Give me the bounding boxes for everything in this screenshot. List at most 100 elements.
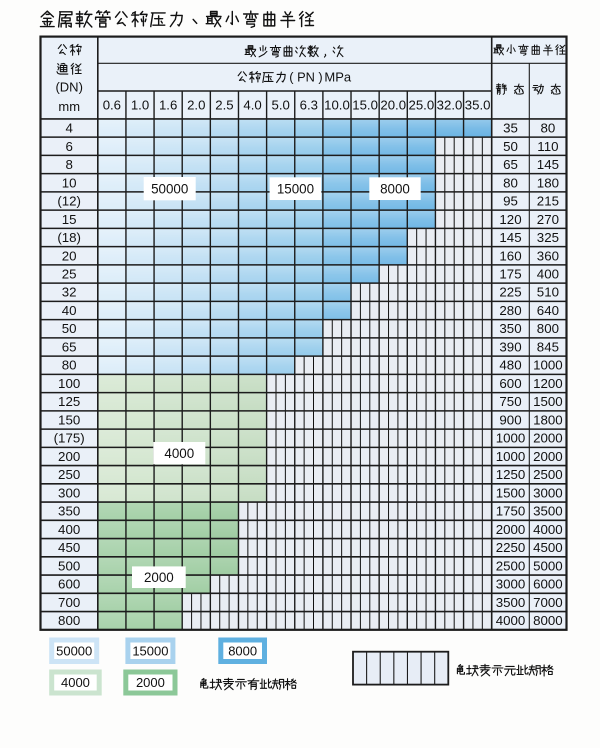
svg-text:4000: 4000 <box>61 675 90 690</box>
svg-text:270: 270 <box>537 212 559 227</box>
svg-text:1.0: 1.0 <box>131 98 149 113</box>
svg-text:325: 325 <box>537 230 559 245</box>
svg-text:10.0: 10.0 <box>324 98 350 113</box>
svg-text:65: 65 <box>62 339 77 354</box>
svg-text:2000: 2000 <box>496 522 526 537</box>
svg-text:145: 145 <box>537 157 559 172</box>
svg-text:145: 145 <box>499 230 521 245</box>
svg-text:3000: 3000 <box>496 577 526 592</box>
svg-text:20: 20 <box>62 248 77 263</box>
svg-text:10: 10 <box>62 175 77 190</box>
svg-text:125: 125 <box>58 394 80 409</box>
svg-text:700: 700 <box>58 595 80 610</box>
svg-text:1800: 1800 <box>533 412 563 427</box>
svg-text:2500: 2500 <box>533 467 563 482</box>
svg-text:450: 450 <box>58 540 80 555</box>
svg-text:80: 80 <box>503 175 518 190</box>
svg-text:32.0: 32.0 <box>437 98 463 113</box>
svg-text:40: 40 <box>62 303 77 318</box>
svg-text:32: 32 <box>62 285 77 300</box>
svg-text:(175): (175) <box>54 431 85 446</box>
svg-text:4: 4 <box>65 121 72 136</box>
svg-text:100: 100 <box>58 376 80 391</box>
svg-text:20.0: 20.0 <box>380 98 406 113</box>
svg-text:3500: 3500 <box>496 595 526 610</box>
svg-text:95: 95 <box>503 194 518 209</box>
svg-text:6000: 6000 <box>533 577 563 592</box>
svg-text:225: 225 <box>499 285 521 300</box>
svg-text:215: 215 <box>537 194 559 209</box>
svg-text:150: 150 <box>58 412 80 427</box>
svg-text:640: 640 <box>537 303 559 318</box>
svg-text:280: 280 <box>499 303 521 318</box>
svg-text:1250: 1250 <box>496 467 526 482</box>
svg-text:510: 510 <box>537 285 559 300</box>
svg-text:25.0: 25.0 <box>409 98 435 113</box>
svg-text:200: 200 <box>58 449 80 464</box>
svg-text:50000: 50000 <box>151 181 188 196</box>
svg-text:300: 300 <box>58 485 80 500</box>
svg-text:2000: 2000 <box>533 431 563 446</box>
svg-text:1000: 1000 <box>533 358 563 373</box>
svg-text:110: 110 <box>537 139 558 154</box>
svg-text:845: 845 <box>537 339 559 354</box>
svg-text:2500: 2500 <box>496 558 526 573</box>
svg-text:mm: mm <box>58 99 80 114</box>
svg-text:50000: 50000 <box>56 643 92 658</box>
svg-text:2.0: 2.0 <box>187 98 205 113</box>
svg-text:600: 600 <box>499 376 521 391</box>
svg-text:(DN): (DN) <box>55 80 82 95</box>
svg-text:120: 120 <box>499 212 521 227</box>
svg-text:3000: 3000 <box>533 485 563 500</box>
svg-text:(12): (12) <box>57 194 81 209</box>
svg-text:250: 250 <box>58 467 80 482</box>
svg-text:15000: 15000 <box>277 181 314 196</box>
svg-text:3500: 3500 <box>533 504 563 519</box>
svg-text:50: 50 <box>503 139 518 154</box>
svg-text:8000: 8000 <box>228 643 257 658</box>
svg-text:750: 750 <box>499 394 521 409</box>
svg-text:80: 80 <box>541 121 556 136</box>
svg-text:4.0: 4.0 <box>243 98 261 113</box>
svg-text:8000: 8000 <box>380 181 410 196</box>
svg-text:(18): (18) <box>57 230 81 245</box>
svg-text:1000: 1000 <box>496 449 526 464</box>
svg-text:7000: 7000 <box>533 595 563 610</box>
svg-text:4500: 4500 <box>533 540 563 555</box>
svg-text:350: 350 <box>499 321 521 336</box>
svg-text:25: 25 <box>62 266 77 281</box>
svg-text:350: 350 <box>58 504 80 519</box>
svg-text:400: 400 <box>58 522 80 537</box>
svg-text:( PN ): ( PN ) <box>289 70 322 85</box>
svg-text:6.3: 6.3 <box>300 98 318 113</box>
svg-text:600: 600 <box>58 577 80 592</box>
svg-text:4000: 4000 <box>533 522 563 537</box>
svg-text:800: 800 <box>58 613 80 628</box>
svg-text:MPa: MPa <box>324 70 352 85</box>
svg-text:390: 390 <box>499 339 521 354</box>
svg-text:2000: 2000 <box>136 675 165 690</box>
svg-text:2000: 2000 <box>533 449 563 464</box>
svg-text:8000: 8000 <box>533 613 563 628</box>
svg-text:500: 500 <box>58 558 80 573</box>
svg-text:5.0: 5.0 <box>272 98 290 113</box>
svg-text:15.0: 15.0 <box>352 98 378 113</box>
svg-text:1500: 1500 <box>496 485 526 500</box>
svg-text:4000: 4000 <box>496 613 526 628</box>
svg-text:400: 400 <box>537 266 559 281</box>
svg-text:180: 180 <box>537 175 559 190</box>
svg-text:65: 65 <box>503 157 518 172</box>
svg-text:800: 800 <box>537 321 559 336</box>
svg-text:80: 80 <box>62 358 77 373</box>
svg-text:0.6: 0.6 <box>103 98 121 113</box>
svg-text:2000: 2000 <box>144 570 174 585</box>
svg-text:1500: 1500 <box>533 394 563 409</box>
svg-text:360: 360 <box>537 248 559 263</box>
svg-text:1.6: 1.6 <box>159 98 177 113</box>
svg-text:1200: 1200 <box>533 376 563 391</box>
svg-text:15: 15 <box>62 212 77 227</box>
svg-text:5000: 5000 <box>533 558 563 573</box>
svg-text:35: 35 <box>503 121 518 136</box>
svg-text:175: 175 <box>499 266 521 281</box>
svg-text:2250: 2250 <box>496 540 526 555</box>
